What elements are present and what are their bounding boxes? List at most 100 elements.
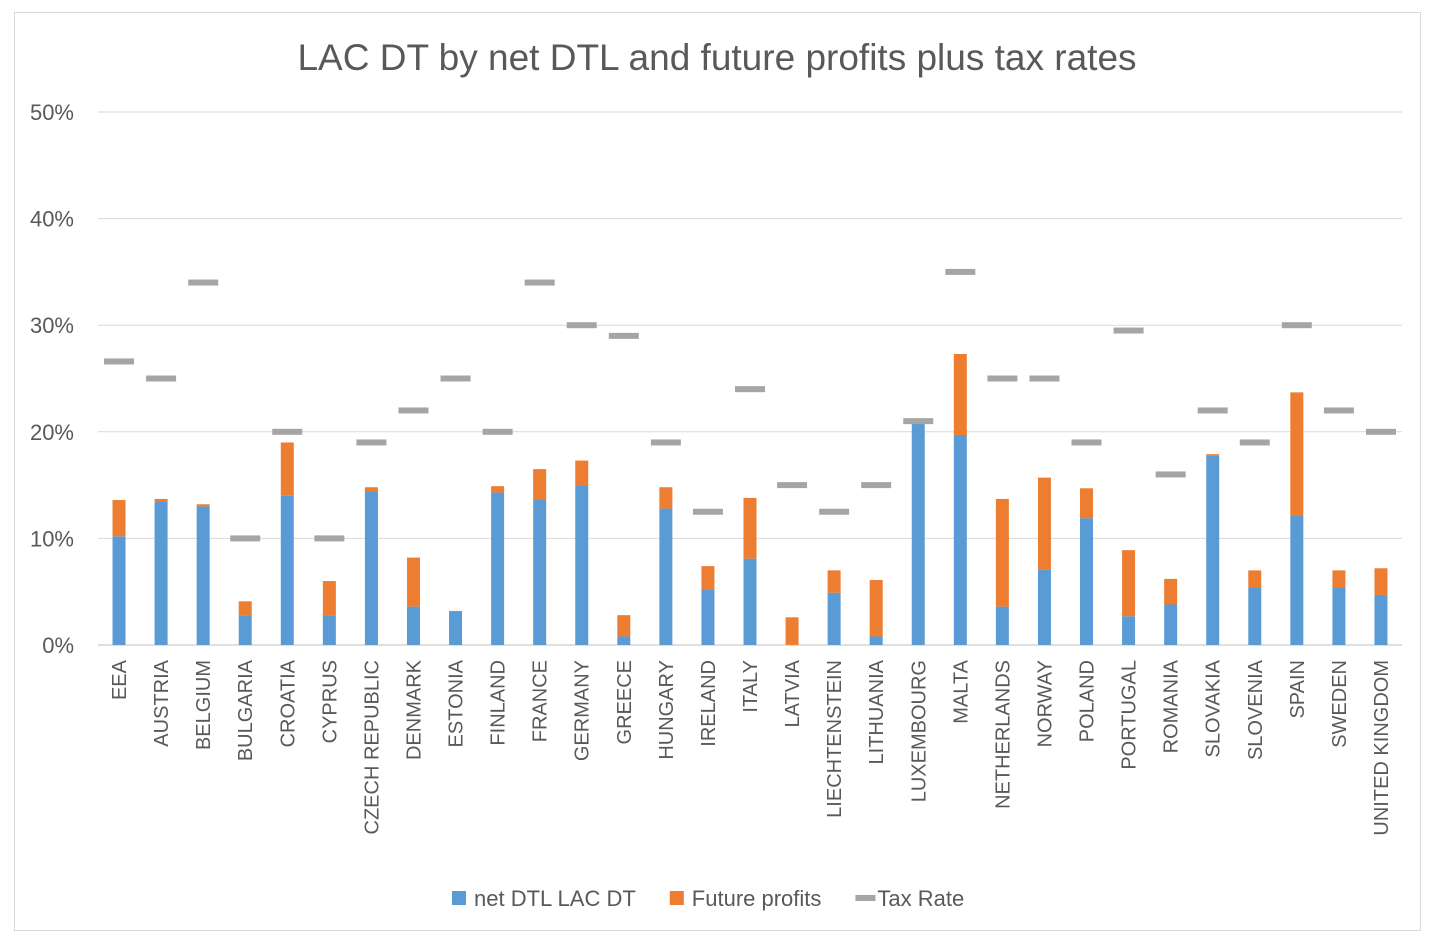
x-tick-label: LATVIA: [782, 659, 804, 727]
x-tick-label: CZECH REPUBLIC: [361, 660, 383, 834]
bar-net-dtl: [533, 500, 547, 645]
bar-future-profits: [1122, 550, 1136, 617]
tax-rate-marker: [1197, 407, 1228, 414]
legend-swatch: [855, 895, 876, 901]
legend-label: net DTL LAC DT: [474, 886, 636, 911]
x-tick-label: LITHUANIA: [866, 659, 888, 764]
bar-future-profits: [827, 570, 841, 593]
chart-title: LAC DT by net DTL and future profits plu…: [297, 37, 1136, 78]
bar-future-profits: [1290, 392, 1304, 517]
x-tick-label: HUNGARY: [656, 660, 678, 760]
bar-future-profits: [533, 469, 547, 501]
x-tick-label: DENMARK: [403, 659, 425, 760]
tax-rate-marker: [398, 407, 429, 414]
tax-rate-marker: [608, 332, 639, 339]
tax-rate-marker: [1113, 327, 1144, 334]
bar-net-dtl: [322, 615, 336, 645]
x-tick-label: CYPRUS: [319, 660, 341, 743]
y-tick-label: 20%: [30, 420, 74, 445]
bar-future-profits: [1164, 578, 1178, 605]
bar-net-dtl: [280, 495, 294, 645]
tax-rate-marker: [188, 279, 219, 286]
x-tick-label: FINLAND: [488, 660, 510, 746]
bar-net-dtl: [1037, 569, 1051, 645]
bar-future-profits: [575, 460, 589, 486]
tax-rate-marker: [1029, 375, 1060, 382]
bar-future-profits: [364, 487, 378, 492]
x-tick-label: FRANCE: [530, 660, 552, 742]
tax-rate-marker: [524, 279, 555, 286]
x-tick-label: SWEDEN: [1329, 660, 1351, 748]
bar-net-dtl: [406, 606, 420, 645]
x-tick-label: SLOVENIA: [1245, 659, 1267, 760]
x-tick-label: EEA: [109, 659, 131, 700]
bar-net-dtl: [196, 506, 210, 645]
bar-net-dtl: [1164, 604, 1178, 645]
x-tick-label: ESTONIA: [446, 659, 468, 747]
bar-net-dtl: [743, 558, 757, 645]
bar-net-dtl: [1122, 616, 1136, 645]
x-tick-label: CROATIA: [277, 659, 299, 747]
tax-rate-marker: [1323, 407, 1354, 414]
y-tick-label: 10%: [30, 526, 74, 551]
bar-future-profits: [659, 487, 673, 509]
y-tick-label: 0%: [42, 633, 74, 658]
bar-future-profits: [869, 579, 883, 637]
bar-net-dtl: [1206, 455, 1220, 645]
bar-net-dtl: [869, 636, 883, 645]
tax-rate-marker: [1071, 439, 1102, 446]
x-tick-label: UNITED KINGDOM: [1371, 660, 1393, 836]
x-tick-label: PORTUGAL: [1119, 660, 1141, 770]
bar-net-dtl: [449, 611, 463, 645]
bar-net-dtl: [953, 434, 967, 645]
x-tick-label: SPAIN: [1287, 660, 1309, 719]
bar-net-dtl: [1080, 518, 1094, 645]
y-tick-label: 50%: [30, 100, 74, 125]
tax-rate-marker: [104, 358, 135, 365]
bar-net-dtl: [1290, 516, 1304, 645]
x-tick-label: BULGARIA: [235, 659, 257, 761]
tax-rate-marker: [1239, 439, 1270, 446]
x-tick-label: GERMANY: [572, 660, 594, 761]
x-tick-label: LUXEMBOURG: [908, 660, 930, 802]
tax-rate-marker: [692, 508, 723, 515]
y-axis-ticks: 0% 10% 20% 30% 40% 50%: [30, 100, 74, 658]
bar-future-profits: [1080, 488, 1094, 519]
y-tick-label: 30%: [30, 313, 74, 338]
bar-net-dtl: [1332, 587, 1346, 645]
bar-net-dtl: [364, 491, 378, 645]
tax-rate-marker: [1365, 428, 1396, 435]
bar-future-profits: [1248, 570, 1262, 588]
tax-rate-marker: [1281, 322, 1312, 329]
x-tick-label: SLOVAKIA: [1203, 659, 1225, 757]
bar-future-profits: [617, 615, 631, 637]
legend-label: Future profits: [692, 886, 822, 911]
x-tick-label: MALTA: [950, 659, 972, 723]
bar-future-profits: [995, 498, 1009, 607]
x-tick-label: ROMANIA: [1161, 659, 1183, 753]
x-tick-label: ITALY: [740, 660, 762, 713]
bar-future-profits: [406, 557, 420, 607]
bar-net-dtl: [491, 492, 505, 645]
bar-future-profits: [1206, 454, 1220, 456]
tax-rate-marker: [861, 482, 892, 489]
legend: net DTL LAC DT Future profits Tax Rate: [452, 886, 964, 911]
bars: [112, 353, 1388, 645]
x-tick-label: NETHERLANDS: [992, 660, 1014, 809]
bar-future-profits: [785, 617, 799, 645]
tax-rate-marker: [272, 428, 303, 435]
bar-net-dtl: [154, 501, 168, 645]
bar-future-profits: [238, 601, 252, 616]
tax-rate-marker: [987, 375, 1018, 382]
x-tick-label: BELGIUM: [193, 660, 215, 750]
bar-future-profits: [280, 442, 294, 496]
bar-future-profits: [1374, 568, 1388, 595]
x-tick-label: LIECHTENSTEIN: [824, 660, 846, 818]
tax-rate-marker: [1155, 471, 1186, 478]
bar-future-profits: [449, 610, 463, 612]
x-tick-label: POLAND: [1077, 660, 1099, 742]
tax-rate-marker: [735, 386, 765, 393]
tax-rate-marker: [146, 375, 177, 382]
bar-net-dtl: [617, 636, 631, 645]
bar-future-profits: [322, 581, 336, 616]
